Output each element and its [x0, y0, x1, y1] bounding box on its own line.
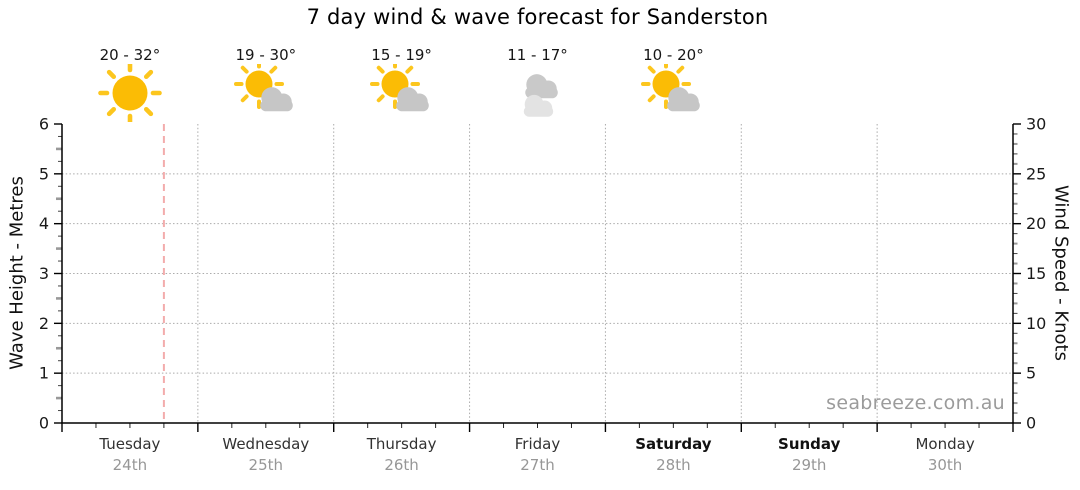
- cloud-shape: [524, 74, 558, 99]
- x-axis-date-label: 28th: [656, 456, 691, 474]
- x-axis-day-label: Monday: [915, 435, 975, 453]
- weather-icon-sunny: [98, 64, 162, 122]
- right-axis-tick-label: 5: [1026, 364, 1036, 383]
- sun-ray: [240, 94, 249, 103]
- x-axis-day-label: Wednesday: [222, 435, 310, 453]
- x-axis-day-label: Sunday: [778, 435, 841, 453]
- temperature-range-label: 15 - 19°: [371, 46, 432, 64]
- sun-ray: [648, 65, 657, 74]
- sun-ray: [269, 65, 278, 74]
- left-axis-tick-label: 4: [39, 214, 49, 233]
- right-axis-tick-label: 25: [1026, 164, 1046, 183]
- x-axis-date-label: 27th: [520, 456, 555, 474]
- temperature-range-label: 10 - 20°: [643, 46, 704, 64]
- x-axis-date-label: 26th: [384, 456, 419, 474]
- x-axis-day-label: Tuesday: [99, 435, 161, 453]
- sun-ray: [240, 65, 249, 74]
- weather-icon-partly-cloudy: [641, 64, 701, 112]
- sun-ray: [376, 65, 385, 74]
- right-axis-tick-label: 30: [1026, 115, 1046, 134]
- right-axis-tick-label: 20: [1026, 214, 1046, 233]
- left-axis-tick-label: 1: [39, 364, 49, 383]
- sun-ray: [648, 94, 657, 103]
- sun-ray: [106, 69, 116, 80]
- temperature-range-label: 20 - 32°: [99, 46, 161, 64]
- chart-title: 7 day wind & wave forecast for Sandersto…: [306, 5, 769, 29]
- cloud-shape: [395, 87, 429, 112]
- sun-ray: [676, 65, 685, 74]
- watermark: seabreeze.com.au: [826, 392, 1005, 414]
- temperature-range-label: 11 - 17°: [507, 46, 568, 64]
- weather-icon-partly-cloudy: [369, 64, 429, 112]
- x-axis-day-label: Friday: [514, 435, 561, 453]
- sun-disc: [112, 75, 148, 111]
- x-axis-date-label: 30th: [927, 456, 963, 474]
- weather-icon-cloudy: [523, 74, 558, 117]
- x-axis-date-label: 24th: [112, 456, 148, 474]
- sun-ray: [143, 106, 154, 117]
- left-axis-tick-label: 2: [39, 314, 49, 333]
- x-axis-day-label: Thursday: [366, 435, 437, 453]
- left-axis-tick-label: 5: [39, 164, 49, 183]
- cloud-shape: [667, 87, 701, 112]
- temperature-range-label: 19 - 30°: [235, 46, 297, 64]
- sun-ray: [404, 65, 413, 74]
- sun-ray: [106, 106, 116, 117]
- x-axis-day-label: Saturday: [635, 435, 712, 453]
- cloud-shape: [523, 94, 553, 117]
- sun-ray: [376, 94, 385, 103]
- left-axis-tick-label: 6: [39, 115, 49, 134]
- x-axis-date-label: 25th: [248, 456, 284, 474]
- x-axis-date-label: 29th: [791, 456, 827, 474]
- weather-icon-partly-cloudy: [233, 64, 293, 112]
- left-axis-tick-label: 3: [39, 264, 49, 283]
- right-axis-tick-label: 10: [1026, 314, 1046, 333]
- sun-ray: [143, 69, 154, 80]
- right-axis-tick-label: 15: [1026, 264, 1046, 283]
- cloud-shape: [260, 87, 293, 112]
- left-axis-tick-label: 0: [39, 414, 49, 433]
- right-axis-tick-label: 0: [1026, 414, 1036, 433]
